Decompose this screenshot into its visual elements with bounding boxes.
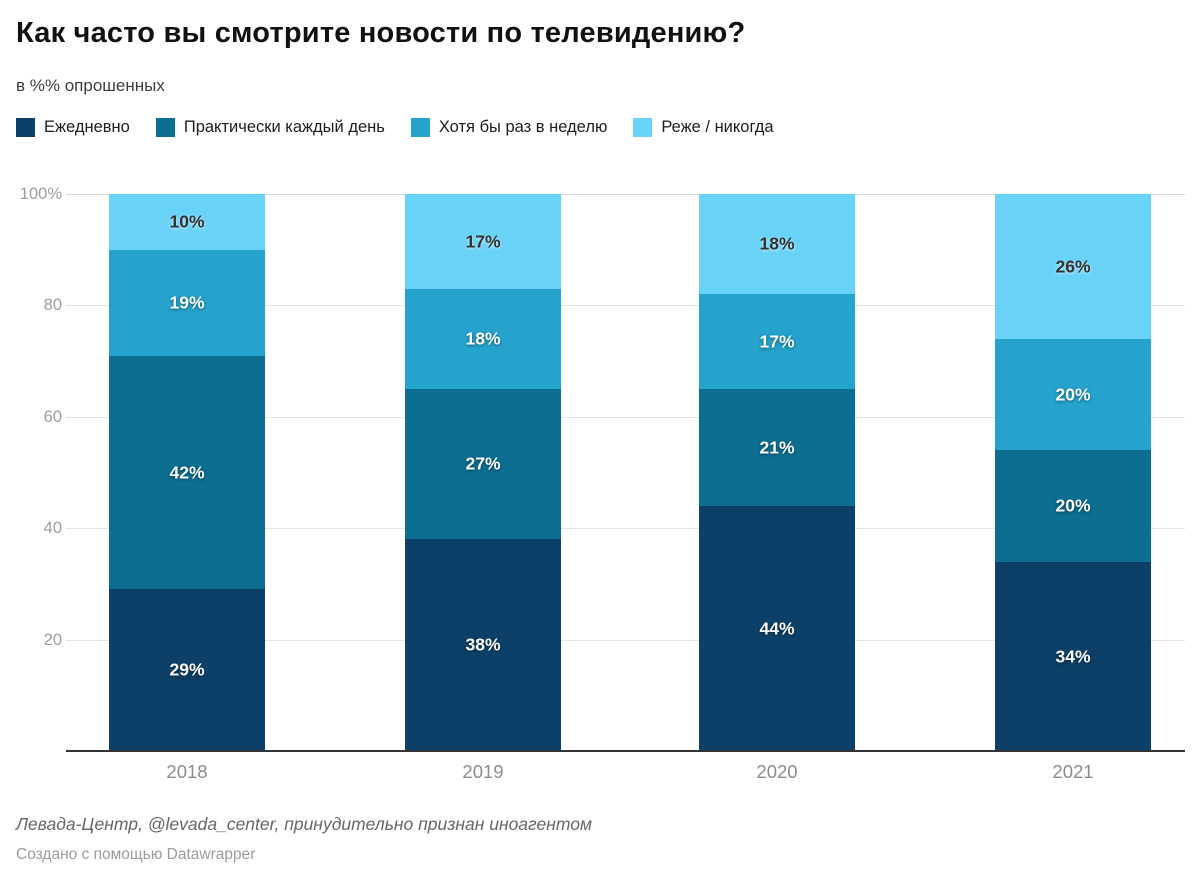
chart-subtitle: в %% опрошенных [16,76,165,95]
bar-segment: 20% [995,450,1151,562]
segment-value-label: 19% [169,292,205,313]
x-tick-label-2018: 2018 [166,761,208,782]
y-tick-label-20: 20 [43,631,62,649]
datawrapper-attribution-link[interactable]: Создано с помощью Datawrapper [16,846,256,863]
segment-value-label: 18% [465,328,501,349]
y-tick-label-100: 100% [19,185,62,203]
gridline-y-20 [66,640,1185,641]
x-axis-line [66,750,1185,752]
legend: Ежедневно Практически каждый день Хотя бы … [16,118,774,137]
segment-value-label: 38% [465,634,501,655]
gridline-y-80 [66,305,1185,306]
x-tick-label-2019: 2019 [462,761,504,782]
bar-segment: 20% [995,339,1151,450]
legend-item: Ежедневно [16,118,130,137]
bar-segment: 21% [699,389,855,506]
legend-item-label: Реже / никогда [661,118,774,136]
bar-segment: 44% [699,506,855,751]
bar-segment: 26% [995,194,1151,339]
legend-swatch [633,118,653,137]
legend-item-label: Хотя бы раз в неделю [438,118,608,136]
bar-segment: 17% [699,294,855,389]
bar-segment: 10% [109,194,265,250]
segment-value-label: 26% [1055,256,1091,276]
legend-swatch [16,118,35,137]
bar-segment: 42% [109,356,265,589]
legend-swatch [410,118,430,137]
segment-value-label: 42% [169,462,205,482]
bar-segment: 27% [405,389,561,539]
y-tick-label-80: 80 [43,296,62,314]
legend-swatch [155,118,175,137]
segment-value-label: 18% [759,233,795,254]
y-tick-label-60: 60 [43,408,62,426]
segment-value-label: 17% [465,231,501,251]
bar-segment: 38% [405,539,561,751]
segment-value-label: 34% [1055,646,1091,666]
legend-item: Практически каждый день [155,118,385,137]
legend-item: Хотя бы раз в неделю [410,118,608,137]
segment-value-label: 20% [1055,384,1091,404]
source-line: Левада-Центр, @levada_center, принудител… [16,814,592,834]
gridline-y-60 [66,417,1185,418]
x-tick-label-2020: 2020 [756,761,798,782]
x-tick-label-2021: 2021 [1052,761,1094,782]
gridline-y-40 [66,528,1185,529]
legend-item-label: Практически каждый день [183,118,385,136]
gridline-y-100 [66,194,1185,195]
segment-value-label: 17% [759,331,795,351]
bar-segment: 34% [995,562,1151,751]
bar-segment: 19% [109,250,265,356]
segment-value-label: 21% [759,437,795,457]
bar-segment: 17% [405,194,561,289]
segment-value-label: 20% [1055,495,1091,516]
segment-value-label: 10% [169,211,205,232]
bar-segment: 18% [405,289,561,389]
legend-item: Реже / никогда [633,118,774,137]
y-tick-label-40: 40 [43,519,62,537]
segment-value-label: 29% [169,659,205,680]
segment-value-label: 44% [759,618,795,638]
chart-title: Как часто вы смотрите новости по телевид… [16,17,746,49]
bar-segment: 29% [109,589,265,751]
legend-item-label: Ежедневно [44,118,130,136]
segment-value-label: 27% [465,453,501,474]
bar-segment: 18% [699,194,855,294]
